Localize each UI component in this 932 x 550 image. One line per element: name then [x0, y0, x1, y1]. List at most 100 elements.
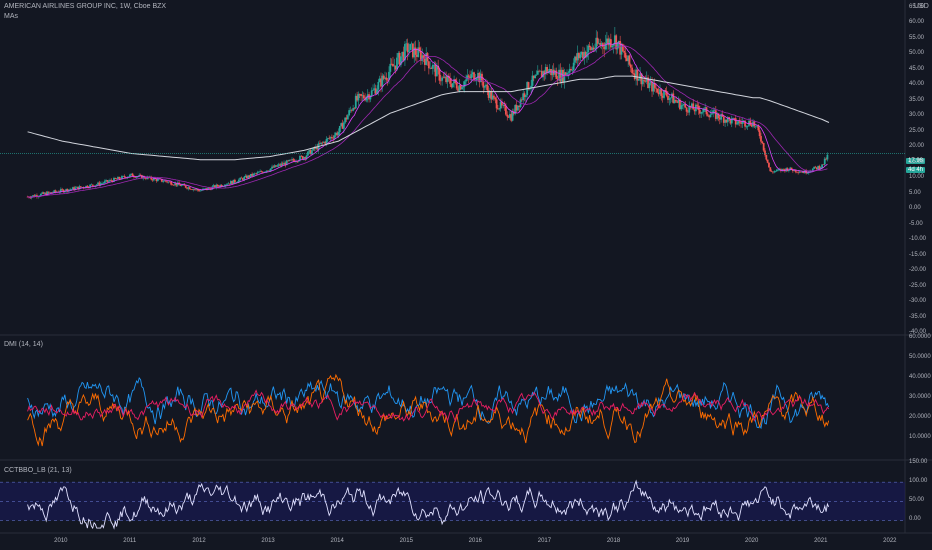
candle-body: [400, 56, 402, 65]
dmi-tick-label: 20.0000: [909, 414, 931, 420]
candle-body: [388, 71, 390, 80]
candle-body: [325, 138, 328, 144]
candle-body: [344, 117, 347, 123]
candle-body: [659, 89, 661, 95]
ma-mid-line: [27, 45, 828, 198]
candle-body: [401, 51, 404, 57]
candle-body: [540, 70, 543, 78]
candle-body: [117, 177, 119, 179]
candle-body: [665, 91, 668, 96]
candle-body: [304, 157, 307, 159]
candle-body: [600, 43, 603, 46]
candle-body: [768, 162, 770, 168]
candle-body: [81, 187, 84, 188]
candle-body: [625, 58, 628, 62]
candle-body: [291, 159, 293, 160]
candle-body: [69, 189, 72, 190]
candle-body: [62, 189, 65, 193]
x-tick-label: 2018: [606, 538, 621, 544]
candle-body: [745, 126, 748, 128]
candle-body: [623, 51, 626, 53]
price-tick-label: 35.00: [909, 96, 925, 103]
candle-body: [539, 70, 542, 72]
candle-body: [374, 88, 377, 94]
candle-body: [247, 175, 250, 179]
candle-body: [382, 75, 385, 79]
candle-body: [196, 188, 199, 191]
candle-body: [284, 162, 287, 166]
candle-body: [406, 43, 409, 53]
osc-line: [27, 479, 830, 530]
candle-body: [485, 84, 487, 87]
candle-body: [813, 166, 816, 169]
candle-body: [595, 37, 598, 49]
candle-body: [337, 132, 340, 136]
candle-body: [776, 169, 778, 171]
candle-body: [200, 190, 203, 191]
price-tick-label: -5.00: [909, 220, 923, 227]
candle-body: [350, 109, 353, 111]
candle-body: [36, 195, 38, 197]
x-tick-label: 2020: [745, 538, 759, 544]
candle-body: [87, 187, 90, 189]
candle-body: [542, 71, 545, 78]
candle-body: [252, 173, 255, 176]
candle-body: [815, 167, 818, 170]
candle-body: [261, 171, 264, 173]
candle-body: [231, 181, 234, 184]
candle-body: [789, 167, 792, 171]
candle-body: [806, 172, 809, 174]
candle-body: [560, 69, 563, 82]
candle-body: [206, 188, 208, 190]
candle-body: [218, 186, 220, 187]
candle-body: [486, 84, 489, 91]
candle-body: [180, 185, 183, 186]
candle-body: [668, 98, 671, 100]
candle-body: [435, 65, 438, 77]
candle-body: [730, 118, 733, 124]
price-tick-label: 55.00: [909, 34, 925, 41]
candle-body: [710, 113, 713, 115]
candle-body: [479, 73, 482, 83]
candle-body: [32, 195, 34, 197]
candle-body: [409, 44, 412, 51]
candle-body: [507, 116, 510, 118]
candle-body: [251, 173, 254, 176]
osc-tick-label: 150.00: [909, 459, 928, 465]
candle-body: [750, 125, 753, 127]
candle-body: [611, 45, 614, 48]
candle-body: [203, 188, 206, 190]
candle-body: [758, 130, 761, 137]
candle-body: [756, 125, 758, 127]
price-tick-label: 60.00: [909, 19, 925, 26]
candle-body: [714, 110, 717, 119]
x-tick-label: 2014: [330, 538, 344, 544]
candle-body: [439, 80, 442, 82]
candle-body: [704, 107, 707, 109]
candle-body: [292, 159, 295, 161]
candle-body: [85, 185, 87, 188]
candle-body: [106, 180, 109, 182]
candle-body: [285, 160, 288, 166]
candle-body: [97, 182, 99, 185]
candle-body: [338, 125, 341, 133]
candle-body: [265, 170, 268, 172]
candle-body: [620, 44, 623, 55]
candle-body: [765, 154, 768, 160]
candle-body: [616, 42, 619, 50]
candle-body: [171, 184, 174, 186]
x-tick-label: 2016: [468, 538, 483, 544]
price-tick-label: 5.00: [909, 189, 921, 196]
candle-body: [215, 184, 218, 188]
candle-body: [224, 184, 227, 187]
candle-body: [342, 122, 345, 129]
candle-body: [392, 63, 394, 67]
candle-body: [740, 122, 742, 124]
dmi-tick-label: 40.0000: [909, 374, 931, 380]
candle-body: [657, 92, 660, 95]
price-tick-label: 25.00: [909, 127, 925, 134]
candle-body: [764, 150, 766, 155]
candle-body: [675, 99, 677, 102]
candle-body: [73, 187, 76, 190]
